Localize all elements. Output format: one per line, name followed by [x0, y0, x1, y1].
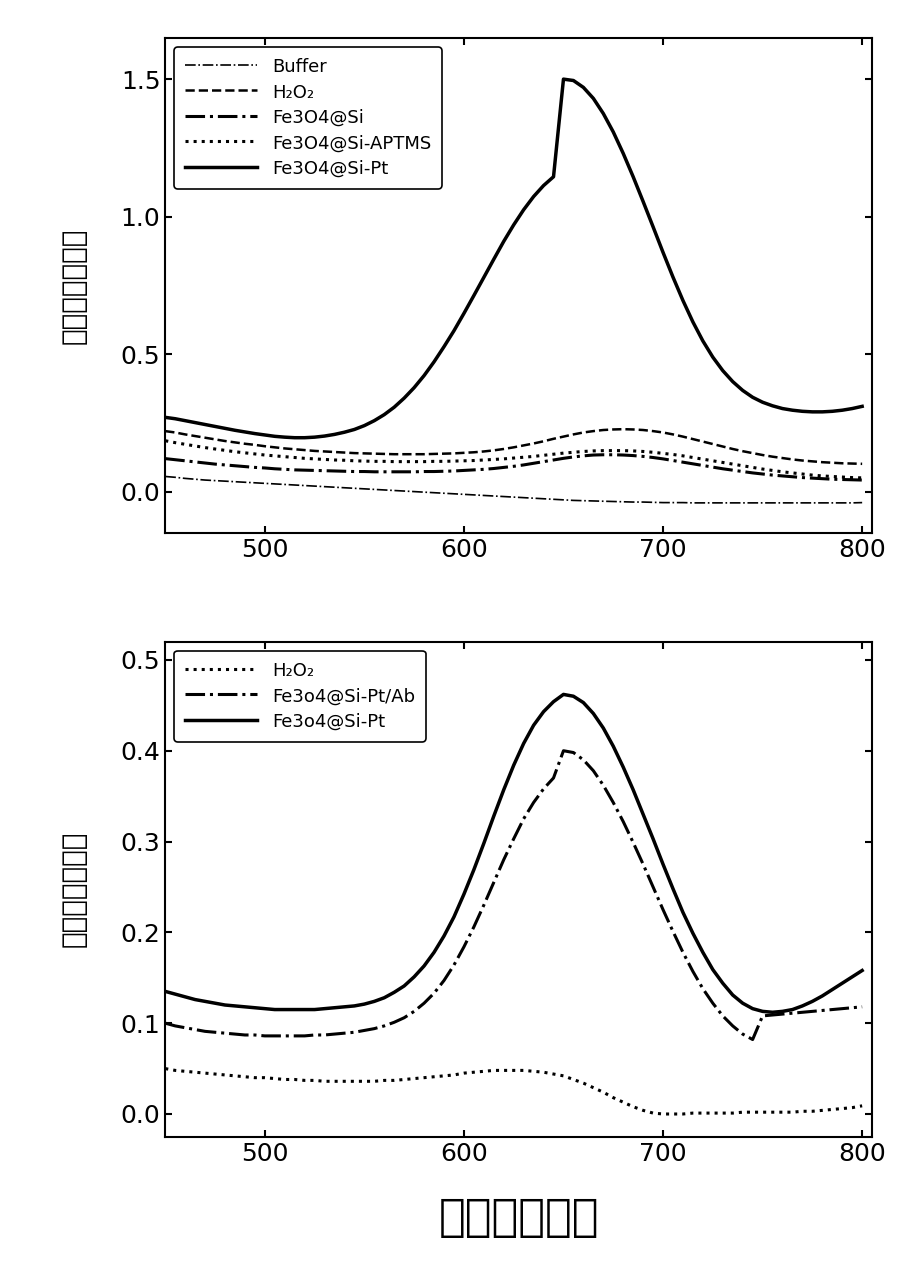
Fe3O4@Si-APTMS: [817, 469, 828, 484]
Fe3O4@Si-APTMS: [180, 437, 191, 452]
H₂O₂: [577, 424, 588, 440]
Fe3o4@Si-Pt: [180, 989, 191, 1004]
H₂O₂: [657, 1106, 668, 1122]
Fe3O4@Si-Pt: [807, 404, 818, 419]
Fe3o4@Si-Pt/Ab: [180, 1021, 191, 1036]
Buffer: [577, 493, 588, 508]
Legend: Buffer, H₂O₂, Fe3O4@Si, Fe3O4@Si-APTMS, Fe3O4@Si-Pt: Buffer, H₂O₂, Fe3O4@Si, Fe3O4@Si-APTMS, …: [174, 47, 442, 188]
Fe3o4@Si-Pt: [259, 1002, 270, 1017]
Buffer: [180, 471, 191, 486]
H₂O₂: [359, 446, 370, 461]
Fe3O4@Si: [160, 451, 171, 466]
Fe3o4@Si-Pt/Ab: [747, 1032, 758, 1047]
Line: Fe3o4@Si-Pt: Fe3o4@Si-Pt: [165, 695, 862, 1012]
Fe3o4@Si-Pt: [160, 984, 171, 999]
Line: Fe3O4@Si: Fe3O4@Si: [165, 455, 862, 480]
Fe3O4@Si-Pt: [289, 431, 300, 446]
Fe3O4@Si: [577, 448, 588, 464]
Fe3O4@Si: [856, 472, 868, 488]
Fe3O4@Si-Pt: [259, 427, 270, 442]
Fe3O4@Si-APTMS: [577, 443, 588, 458]
Fe3O4@Si-Pt: [180, 413, 191, 428]
Text: 波长（纳米）: 波长（纳米）: [439, 1196, 599, 1239]
H₂O₂: [180, 1063, 191, 1079]
Text: 吸收（任意値）: 吸收（任意値）: [60, 227, 87, 344]
Fe3O4@Si: [698, 458, 709, 474]
Line: Fe3O4@Si-APTMS: Fe3O4@Si-APTMS: [165, 441, 862, 477]
Fe3o4@Si-Pt/Ab: [160, 1015, 171, 1031]
Buffer: [688, 495, 699, 510]
H₂O₂: [498, 441, 509, 456]
H₂O₂: [180, 427, 191, 442]
Buffer: [359, 481, 370, 496]
Fe3O4@Si: [359, 464, 370, 479]
Fe3O4@Si-APTMS: [160, 433, 171, 448]
Line: H₂O₂: H₂O₂: [165, 1068, 862, 1114]
Fe3O4@Si-Pt: [836, 403, 847, 418]
Fe3o4@Si-Pt: [588, 706, 599, 721]
H₂O₂: [856, 1099, 868, 1114]
Buffer: [498, 489, 509, 504]
H₂O₂: [856, 456, 868, 471]
H₂O₂: [698, 1105, 709, 1120]
Fe3O4@Si-Pt: [856, 399, 868, 414]
Fe3O4@Si: [180, 453, 191, 469]
Line: Buffer: Buffer: [165, 476, 862, 503]
Fe3O4@Si-Pt: [160, 409, 171, 424]
Line: Fe3O4@Si-Pt: Fe3O4@Si-Pt: [165, 80, 862, 438]
Line: Fe3o4@Si-Pt/Ab: Fe3o4@Si-Pt/Ab: [165, 750, 862, 1039]
H₂O₂: [577, 1076, 588, 1091]
H₂O₂: [827, 455, 838, 470]
Buffer: [698, 495, 709, 510]
Fe3O4@Si-Pt: [558, 72, 569, 87]
Fe3o4@Si-Pt/Ab: [498, 853, 509, 868]
Fe3o4@Si-Pt: [807, 994, 818, 1009]
H₂O₂: [359, 1074, 370, 1089]
Fe3o4@Si-Pt: [856, 962, 868, 978]
H₂O₂: [827, 1101, 838, 1116]
Fe3o4@Si-Pt: [558, 687, 569, 702]
H₂O₂: [498, 1063, 509, 1079]
Fe3o4@Si-Pt/Ab: [836, 1002, 847, 1017]
Fe3O4@Si: [827, 471, 838, 486]
H₂O₂: [618, 422, 629, 437]
Fe3O4@Si: [498, 460, 509, 475]
Fe3O4@Si: [598, 447, 609, 462]
Fe3O4@Si-APTMS: [498, 451, 509, 466]
H₂O₂: [160, 423, 171, 438]
Legend: H₂O₂, Fe3o4@Si-Pt/Ab, Fe3o4@Si-Pt: H₂O₂, Fe3o4@Si-Pt/Ab, Fe3o4@Si-Pt: [174, 650, 426, 741]
Fe3o4@Si-Pt: [767, 1004, 778, 1019]
Buffer: [827, 495, 838, 510]
Fe3o4@Si-Pt: [498, 782, 509, 797]
Fe3O4@Si-APTMS: [359, 453, 370, 469]
Fe3O4@Si-Pt: [598, 106, 609, 121]
H₂O₂: [160, 1061, 171, 1076]
Fe3o4@Si-Pt/Ab: [856, 999, 868, 1014]
Line: H₂O₂: H₂O₂: [165, 429, 862, 464]
Fe3o4@Si-Pt: [836, 975, 847, 990]
Fe3o4@Si-Pt/Ab: [588, 763, 599, 778]
Fe3o4@Si-Pt/Ab: [807, 1004, 818, 1019]
Buffer: [856, 495, 868, 510]
H₂O₂: [698, 434, 709, 450]
Fe3o4@Si-Pt/Ab: [558, 743, 569, 758]
Text: 吸收（任意値）: 吸收（任意値）: [60, 831, 87, 947]
Buffer: [160, 469, 171, 484]
Fe3O4@Si-APTMS: [856, 470, 868, 485]
Fe3O4@Si-Pt: [509, 217, 520, 232]
Fe3o4@Si-Pt/Ab: [259, 1028, 270, 1043]
Fe3O4@Si-APTMS: [419, 455, 430, 470]
